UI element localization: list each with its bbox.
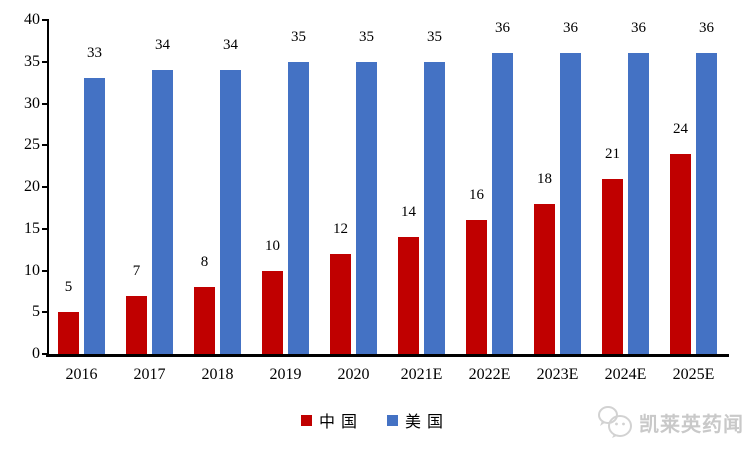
legend-item-美国: 美国	[387, 408, 449, 432]
bar-美国-2016	[84, 78, 105, 354]
bar-value-label: 35	[427, 28, 442, 45]
legend-label: 中国	[318, 414, 363, 431]
bar-value-label: 5	[64, 279, 73, 296]
bar-美国-2025E	[696, 53, 717, 354]
y-axis-tick-label: 10	[24, 261, 40, 279]
x-axis-line	[46, 354, 729, 357]
bar-value-label: 24	[673, 120, 688, 137]
bar-美国-2024E	[628, 53, 649, 354]
y-axis-line	[47, 19, 49, 357]
y-axis-tick-label: 35	[24, 52, 40, 70]
y-axis-tick-label: 0	[32, 345, 40, 362]
y-axis-tick	[42, 19, 48, 21]
bar-value-label: 36	[631, 20, 646, 37]
bar-value-label: 33	[87, 45, 102, 62]
legend-item-中国: 中国	[300, 408, 363, 432]
bar-value-label: 36	[699, 20, 714, 37]
y-axis-tick	[42, 353, 48, 355]
bar-value-label: 35	[359, 28, 374, 45]
y-axis-tick	[42, 102, 48, 105]
x-axis-category-label: 2019	[269, 366, 302, 383]
x-axis-category-label: 2023E	[536, 366, 579, 383]
x-axis-category-label: 2024E	[604, 366, 647, 383]
y-axis-tick-label: 30	[24, 94, 40, 112]
watermark-text: 凯莱英药闻	[639, 413, 744, 436]
watermark: 凯莱英药闻	[596, 401, 744, 443]
bar-中国-2019	[262, 270, 283, 354]
y-axis-tick	[42, 60, 48, 63]
y-axis-tick-label: 20	[24, 178, 40, 195]
x-axis-category-label: 2022E	[468, 366, 511, 383]
bar-value-label: 35	[291, 28, 306, 45]
y-axis-tick-label: 15	[24, 219, 40, 237]
wechat-chat-bubbles-icon	[598, 406, 632, 438]
legend-label: 美国	[405, 414, 450, 431]
bar-中国-2018	[194, 287, 215, 354]
x-axis-category-label: 2020	[337, 366, 370, 383]
y-axis-tick	[42, 311, 48, 314]
bar-value-label: 12	[333, 220, 348, 237]
y-axis-tick-label: 40	[24, 11, 40, 28]
y-axis-tick	[42, 186, 48, 188]
bar-中国-2025E	[670, 153, 691, 354]
bar-中国-2024E	[602, 178, 623, 354]
y-axis-tick	[42, 269, 48, 272]
legend-swatch	[300, 414, 312, 426]
bar-美国-2021E	[424, 61, 445, 354]
bar-value-label: 8	[200, 254, 209, 271]
x-axis-category-label: 2016	[65, 366, 98, 383]
bar-value-label: 14	[401, 204, 416, 221]
y-axis-tick-label: 5	[32, 303, 40, 321]
bar-value-label: 21	[605, 145, 620, 162]
bar-美国-2020	[356, 61, 377, 354]
bar-中国-2022E	[466, 220, 487, 354]
y-axis-tick-label: 25	[24, 136, 40, 154]
bar-中国-2023E	[534, 203, 555, 354]
bar-中国-2016	[58, 312, 79, 354]
bar-中国-2020	[330, 253, 351, 354]
bar-中国-2017	[126, 295, 147, 354]
bar-美国-2019	[288, 61, 309, 354]
x-axis-category-label: 2021E	[400, 366, 443, 383]
bar-美国-2023E	[560, 53, 581, 354]
legend-swatch	[387, 414, 398, 426]
bar-value-label: 10	[265, 237, 280, 254]
bar-value-label: 7	[132, 262, 141, 279]
bar-value-label: 36	[495, 20, 510, 37]
bar-value-label: 34	[223, 37, 238, 54]
x-axis-category-label: 2018	[201, 366, 234, 383]
bar-美国-2017	[152, 70, 173, 354]
bar-美国-2018	[220, 70, 241, 354]
x-axis-category-label: 2017	[133, 366, 166, 383]
bar-美国-2022E	[492, 53, 513, 354]
bar-中国-2021E	[398, 237, 419, 354]
y-axis-tick	[42, 144, 48, 147]
bar-value-label: 36	[563, 20, 578, 37]
y-axis-tick	[42, 227, 48, 230]
bar-value-label: 34	[155, 37, 170, 54]
x-axis-category-label: 2025E	[672, 366, 715, 383]
legend: 中国 美国	[0, 408, 750, 432]
bar-value-label: 16	[469, 187, 484, 204]
bar-value-label: 18	[537, 170, 552, 187]
